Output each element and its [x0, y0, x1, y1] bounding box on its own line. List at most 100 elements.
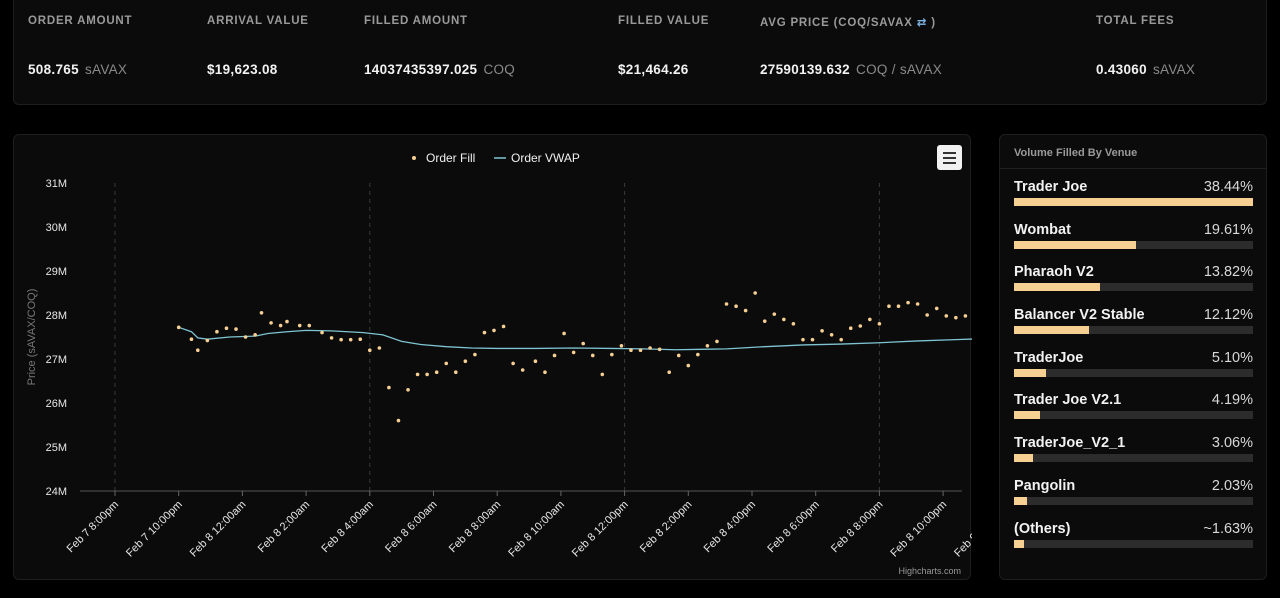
y-tick-label: 27M	[46, 354, 67, 366]
data-point-order-fill	[648, 346, 652, 350]
venue-name: Pangolin	[1014, 477, 1076, 494]
venue-percent: 4.19%	[1211, 392, 1253, 409]
x-tick-label: Feb 7 8:00pm	[65, 499, 121, 555]
venue-percent: 5.10%	[1211, 349, 1253, 366]
venue-bar	[1014, 283, 1253, 292]
data-point-order-fill	[234, 327, 238, 331]
data-point-order-fill	[444, 361, 449, 366]
price-chart: 24M 25M 26M 27M 28M 29M 30M 31M Price (sAVAX/COQ…	[26, 151, 972, 560]
x-tick-label: Feb 8 8:00pm	[829, 499, 885, 555]
data-point-order-fill	[511, 361, 515, 366]
data-point-order-fill	[329, 336, 334, 340]
data-point-order-fill	[667, 370, 671, 374]
data-point-order-fill	[368, 348, 372, 352]
venue-bar	[1014, 240, 1253, 249]
data-point-order-fill	[801, 337, 805, 342]
y-tick-label: 24M	[46, 486, 67, 498]
data-point-order-fill	[297, 323, 302, 328]
data-point-order-fill	[782, 317, 786, 322]
data-point-order-fill	[533, 359, 538, 363]
y-axis-title: Price (sAVAX/COQ)	[26, 289, 38, 386]
hamburger-menu-icon[interactable]	[937, 145, 962, 170]
swap-arrows-icon[interactable]: ⇄	[916, 17, 928, 29]
data-point-order-fill	[571, 350, 576, 355]
data-point-order-fill	[791, 322, 796, 326]
data-point-order-fill	[753, 291, 757, 295]
data-point-order-fill	[269, 321, 273, 325]
venue-percent: 3.06%	[1211, 435, 1253, 452]
data-point-order-fill	[944, 314, 949, 318]
venue-bar	[1014, 198, 1253, 206]
venue-name: Wombat	[1014, 221, 1071, 238]
stat-label: ARRIVAL VALUE	[207, 15, 309, 27]
chart-credits[interactable]: Highcharts.com	[898, 566, 961, 576]
data-point-order-fill	[724, 302, 729, 306]
legend-label-order-fill: Order Fill	[426, 151, 475, 165]
data-point-order-fill	[887, 304, 891, 308]
data-point-order-fill	[224, 326, 229, 330]
stat-label: ORDER AMOUNT	[28, 15, 133, 27]
venue-bar	[1014, 496, 1253, 505]
venue-name: Trader Joe V2.1	[1014, 392, 1122, 409]
price-chart-panel: 24M 25M 26M 27M 28M 29M 30M 31M Price (sAVAX/COQ…	[13, 134, 972, 580]
data-point-order-fill	[415, 372, 420, 377]
divider	[1000, 168, 1266, 169]
data-point-order-fill	[387, 385, 391, 390]
venue-item: Pangolin 2.03%	[1014, 474, 1253, 517]
y-tick-label: 29M	[46, 266, 67, 278]
stat-label: FILLED AMOUNT	[364, 15, 468, 27]
venue-bar-fill	[1014, 326, 1090, 335]
venue-item: TraderJoe_V2_1 3.06%	[1014, 431, 1253, 474]
data-point-order-fill	[762, 319, 767, 323]
data-point-order-fill	[610, 352, 614, 357]
venue-bar-fill	[1014, 240, 1136, 249]
venue-item: Pharaoh V2 13.82%	[1014, 260, 1253, 303]
data-point-order-fill	[619, 344, 624, 348]
x-tick-label: Feb 8 8:00am	[447, 499, 503, 555]
venue-list: Trader Joe 38.44% Wombat 19.61% Pharaoh V2 13…	[1014, 175, 1253, 559]
data-point-order-fill	[629, 348, 633, 352]
venue-name: Pharaoh V2	[1014, 264, 1094, 281]
venue-item: Balancer V2 Stable 12.12%	[1014, 303, 1253, 346]
data-point-order-fill	[253, 333, 257, 337]
legend-marker-order-fill	[412, 156, 416, 160]
series-line-order-vwap	[178, 326, 972, 351]
data-point-order-fill	[839, 337, 843, 342]
venue-percent: 2.03%	[1211, 477, 1253, 494]
stat-value: $21,464.26	[618, 62, 689, 77]
venue-bar	[1014, 411, 1253, 420]
data-point-order-fill	[590, 353, 595, 358]
stat-label: AVG PRICE (COQ/SAVAX ⇄ )	[760, 17, 936, 29]
venue-bar	[1014, 326, 1253, 335]
data-point-order-fill	[358, 337, 363, 341]
data-point-order-fill	[473, 352, 477, 357]
venue-bar-fill	[1014, 283, 1101, 292]
venue-bar-fill	[1014, 496, 1027, 505]
venue-bar-fill	[1014, 411, 1041, 420]
data-point-order-fill	[463, 359, 468, 363]
data-point-order-fill	[848, 326, 853, 330]
venue-bar-fill	[1014, 198, 1253, 206]
data-point-order-fill	[425, 372, 429, 377]
stat-value: 508.765 sAVAX	[28, 62, 128, 77]
venue-percent: 12.12%	[1203, 307, 1253, 324]
data-point-order-fill	[743, 308, 748, 313]
data-point-order-fill	[820, 329, 824, 333]
data-point-order-fill	[638, 348, 643, 352]
x-tick-label: Feb 8 10:00am	[506, 499, 567, 560]
data-point-order-fill	[858, 324, 863, 328]
data-point-order-fill	[581, 341, 585, 346]
stat-value: 0.43060 sAVAX	[1096, 62, 1196, 77]
venue-name: (Others)	[1014, 520, 1071, 537]
data-point-order-fill	[377, 346, 382, 350]
venue-name: Balancer V2 Stable	[1014, 307, 1145, 324]
x-tick-label: Feb 8 4:00am	[319, 499, 375, 555]
x-tick-label: Feb 8 2:00pm	[638, 499, 694, 555]
x-tick-label: Feb 7 10:00pm	[124, 499, 185, 560]
data-point-order-fill	[243, 335, 248, 339]
venue-bar-fill	[1014, 539, 1025, 548]
data-point-order-fill	[963, 314, 968, 318]
data-point-order-fill	[285, 319, 289, 324]
data-point-order-fill	[734, 304, 738, 308]
data-point-order-fill	[339, 337, 343, 342]
